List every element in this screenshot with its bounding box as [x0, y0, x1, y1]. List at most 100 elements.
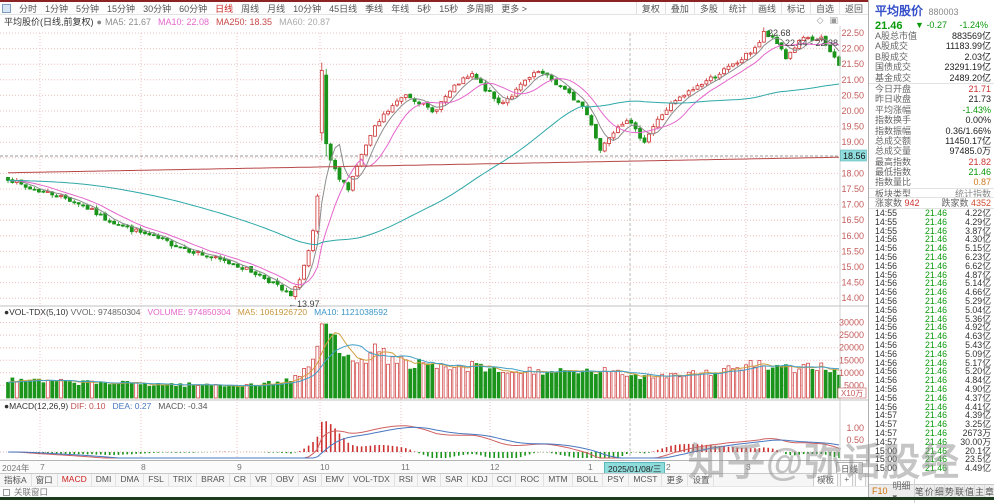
period-tab-15分钟[interactable]: 15分钟	[107, 3, 136, 14]
tick-list[interactable]: 14:55 21.46 4.22亿 14:55 21.46 4.29亿 14:55 21.46…	[869, 208, 994, 484]
indicator-tab-SAR[interactable]: SAR	[441, 474, 468, 486]
indicator-tab-窗口[interactable]: 窗口	[32, 474, 58, 486]
layout-button[interactable]: -	[855, 474, 866, 486]
svg-text:17.00: 17.00	[841, 200, 864, 210]
period-tab-分时[interactable]: 分时	[19, 3, 38, 14]
indicator-tab-FSL[interactable]: FSL	[144, 474, 169, 486]
indicator-tab-BRAR[interactable]: BRAR	[197, 474, 230, 486]
tick-time: 14:56	[875, 366, 898, 377]
panel-tab-价[interactable]: 价	[924, 484, 935, 498]
indicator-tab-BOLL[interactable]: BOLL	[573, 474, 604, 486]
svg-text:19.50: 19.50	[841, 122, 864, 132]
month-label: 2024年	[2, 463, 30, 473]
tick-amount: 4.49亿	[965, 463, 991, 474]
panel-tab-势[interactable]: 势	[944, 484, 955, 498]
indicator-tab-DMA[interactable]: DMA	[116, 474, 145, 486]
frame-icon[interactable]: ▣	[829, 15, 838, 25]
panel-tab-章[interactable]: 章	[984, 484, 994, 498]
indicator-toggle-icon[interactable]: ●	[96, 17, 102, 27]
tick-amount: 5.15亿	[965, 243, 991, 254]
indicator-tab-MTM[interactable]: MTM	[544, 474, 573, 486]
indicator-tab-ASI[interactable]: ASI	[299, 474, 322, 486]
tick-row: 14:56 21.46 5.04亿	[869, 305, 994, 315]
tick-time: 14:57	[875, 436, 898, 447]
tick-amount: 3.25亿	[965, 419, 991, 430]
tool-自选[interactable]: 自选	[809, 2, 839, 14]
period-tab-1分钟[interactable]: 1分钟	[45, 3, 69, 14]
tick-amount: 5.14亿	[965, 278, 991, 289]
panel-tab-细[interactable]: 细	[934, 484, 945, 498]
indicator-tab-WR[interactable]: WR	[418, 474, 442, 486]
period-tab-月线[interactable]: 月线	[267, 3, 286, 14]
layout-button[interactable]: 模板	[813, 474, 839, 486]
tick-price: 21.46	[924, 401, 947, 412]
period-tab-5分钟[interactable]: 5分钟	[76, 3, 100, 14]
tool-返回[interactable]: 返回	[838, 2, 868, 14]
indicator-tab-OBV[interactable]: OBV	[272, 474, 299, 486]
f10-button[interactable]: F10	[872, 486, 888, 496]
period-tab-日线[interactable]: 日线	[215, 3, 234, 14]
tool-多股[interactable]: 多股	[693, 2, 723, 14]
indicator-tab-设置[interactable]: 设置	[688, 474, 715, 486]
link-checkbox[interactable]	[3, 488, 10, 496]
panel-tab-笔[interactable]: 笔	[914, 484, 925, 498]
tool-标记[interactable]: 标记	[780, 2, 810, 14]
indicator-toggle-icon[interactable]: ●	[4, 401, 10, 411]
indicator-tab-MCST[interactable]: MCST	[629, 474, 663, 486]
svg-text:19.00: 19.00	[841, 137, 864, 147]
indicator-tab-ROC[interactable]: ROC	[516, 474, 545, 486]
tool-画线[interactable]: 画线	[751, 2, 781, 14]
legend-item: MA5: 1061926720	[237, 307, 308, 317]
period-tab-45日线[interactable]: 45日线	[329, 3, 358, 14]
indicator-tab-RSI[interactable]: RSI	[395, 474, 418, 486]
period-tab-15秒[interactable]: 15秒	[439, 3, 459, 14]
indicator-tab-PSY[interactable]: PSY	[603, 474, 630, 486]
time-axis[interactable]: 2025/01/08/三 日线 2024年 7 8 9 10 11 12 1 2 3	[0, 460, 868, 476]
indicator-tab-CCI[interactable]: CCI	[493, 474, 517, 486]
indicator-tab-更多[interactable]: 更多	[662, 474, 689, 486]
indicator-tab-EMV[interactable]: EMV	[322, 474, 349, 486]
tool-叠加[interactable]: 叠加	[664, 2, 694, 14]
layout-button[interactable]: +	[840, 474, 854, 486]
stat-value: 21.46	[968, 167, 991, 178]
indicator-tab-TRIX[interactable]: TRIX	[169, 474, 198, 486]
tick-amount: 5.36亿	[965, 313, 991, 324]
period-tab-多周期[interactable]: 多周期	[466, 3, 494, 14]
period-tab-年线[interactable]: 年线	[391, 3, 410, 14]
period-tab-60分钟[interactable]: 60分钟	[179, 3, 208, 14]
indicator-tab-CR[interactable]: CR	[230, 474, 252, 486]
tick-amount: 4.30亿	[965, 234, 991, 245]
period-tab-30分钟[interactable]: 30分钟	[143, 3, 172, 14]
panel-tab-联[interactable]: 联	[954, 484, 965, 498]
svg-text:0.50: 0.50	[846, 435, 864, 445]
indicator-tab-KDJ[interactable]: KDJ	[468, 474, 493, 486]
tick-price: 21.46	[924, 208, 947, 218]
candlestick-chart[interactable]: 22.50 22.00 21.50 21.00 20.50 20.00 19.50 19.00…	[0, 26, 868, 460]
panel-tab-主[interactable]: 主	[974, 484, 985, 498]
period-tab-10分钟[interactable]: 10分钟	[293, 3, 322, 14]
month-label: 7	[40, 462, 45, 472]
indicator-tab-DMI[interactable]: DMI	[92, 474, 117, 486]
tick-price: 21.46	[924, 243, 947, 254]
tool-复权[interactable]: 复权	[635, 2, 665, 14]
period-tab-季线[interactable]: 季线	[365, 3, 384, 14]
panel-tab-值[interactable]: 值	[964, 484, 975, 498]
indicator-tab-指标A[interactable]: 指标A	[0, 474, 32, 486]
window-icon[interactable]	[2, 3, 11, 13]
stat-value: 2489.20亿	[949, 72, 991, 83]
period-tab-5秒[interactable]: 5秒	[417, 3, 432, 14]
indicator-toggle-icon[interactable]: ●	[4, 307, 10, 317]
svg-text:25000: 25000	[839, 330, 864, 340]
legend-item: MA10: 22.08	[157, 17, 210, 27]
diamond-icon[interactable]: ◇	[816, 15, 824, 25]
tick-time: 14:56	[875, 331, 898, 342]
indicator-tab-MACD[interactable]: MACD	[58, 474, 92, 486]
link-window-label: 关联窗口	[14, 487, 49, 497]
indicator-tab-VR[interactable]: VR	[251, 474, 272, 486]
period-tab-更多 >[interactable]: 更多 >	[501, 3, 528, 14]
tick-price: 21.46	[924, 436, 947, 447]
tool-统计[interactable]: 统计	[722, 2, 752, 14]
period-tabs: 分时 1分钟 5分钟 15分钟 30分钟 60分钟 日线 周线 月线 10分钟 45日线 季线 年线 5秒…	[15, 2, 531, 14]
indicator-tab-VOL-TDX[interactable]: VOL-TDX	[349, 474, 395, 486]
period-tab-周线[interactable]: 周线	[241, 3, 260, 14]
